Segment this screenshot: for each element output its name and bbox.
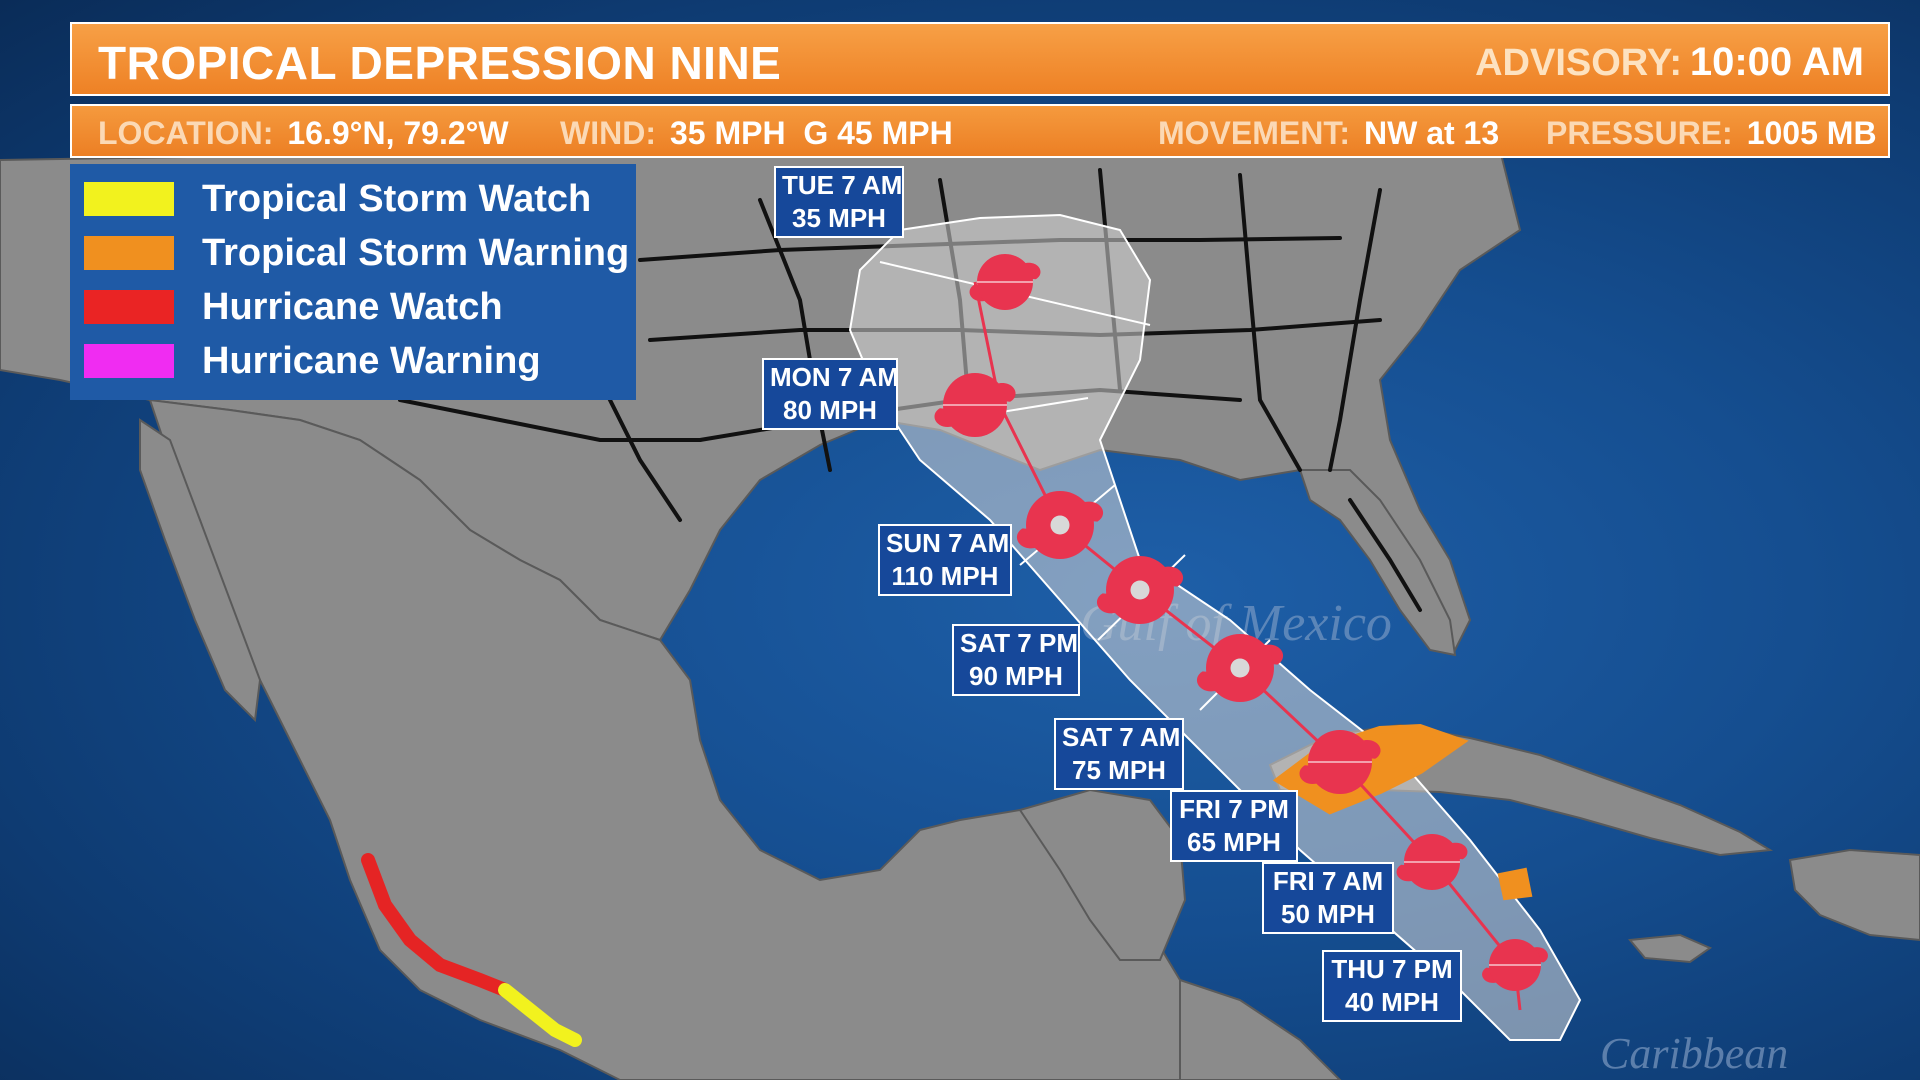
- advisory-label: ADVISORY:: [1475, 42, 1682, 84]
- land-florida: [1298, 469, 1457, 657]
- storm-symbols: [934, 254, 1548, 991]
- hurricane-symbol-icon: [1096, 556, 1184, 624]
- forecast-time: SUN 7 AM: [886, 528, 1010, 558]
- info-bar: LOCATION: 16.9°N, 79.2°W WIND: 35 MPH G 45…: [70, 104, 1890, 158]
- advisory-value: 10:00 AM: [1689, 40, 1864, 84]
- forecast-time: SAT 7 AM: [1062, 722, 1181, 752]
- forecast-time: FRI 7 AM: [1272, 866, 1384, 896]
- location-info: LOCATION: 16.9°N, 79.2°W: [98, 115, 509, 152]
- forecast-wind: 110 MPH: [891, 561, 999, 591]
- forecast-label-sun-7am: SUN 7 AM 110 MPH: [878, 524, 1012, 596]
- hurricane-symbol-icon: [1016, 491, 1104, 559]
- tropical-storm-warning-isle: [1497, 867, 1533, 901]
- forecast-time: FRI 7 PM: [1179, 794, 1289, 824]
- tropical-storm-watch-coast: [498, 983, 582, 1047]
- forecast-wind: 80 MPH: [783, 395, 877, 425]
- forecast-time: THU 7 PM: [1331, 954, 1453, 984]
- legend: Tropical Storm Watch Tropical Storm Warn…: [70, 164, 636, 400]
- forecast-label-tue-7am: TUE 7 AM 35 MPH: [774, 166, 904, 238]
- movement-label: MOVEMENT:: [1158, 115, 1350, 151]
- forecast-label-fri-7am: FRI 7 AM 50 MPH: [1262, 862, 1394, 934]
- forecast-wind: 35 MPH: [792, 203, 886, 233]
- pressure-info: PRESSURE: 1005 MB: [1546, 115, 1877, 152]
- hurricane-symbol-icon: [1196, 634, 1284, 702]
- wind-info: WIND: 35 MPH G 45 MPH: [560, 115, 953, 152]
- wind-value: 35 MPH G 45 MPH: [669, 115, 953, 151]
- title-bar: TROPICAL DEPRESSION NINE ADVISORY: 10:00…: [70, 22, 1890, 96]
- location-value: 16.9°N, 79.2°W: [287, 115, 509, 151]
- legend-label: Tropical Storm Warning: [202, 232, 630, 274]
- legend-swatch: [84, 290, 174, 324]
- land-jamaica: [1628, 933, 1713, 964]
- legend-swatch: [84, 236, 174, 270]
- tropical-storm-symbol-icon: [934, 373, 1016, 437]
- forecast-wind: 50 MPH: [1281, 899, 1375, 929]
- legend-label: Hurricane Warning: [202, 340, 541, 382]
- forecast-label-mon-7am: MON 7 AM 80 MPH: [762, 358, 900, 430]
- land-baja: [139, 418, 262, 723]
- location-label: LOCATION:: [98, 115, 274, 151]
- tropical-storm-symbol-icon: [1482, 939, 1548, 991]
- pressure-label: PRESSURE:: [1546, 115, 1733, 151]
- forecast-label-sat-7pm: SAT 7 PM 90 MPH: [952, 624, 1080, 696]
- forecast-label-fri-7pm: FRI 7 PM 65 MPH: [1170, 790, 1298, 862]
- forecast-time: MON 7 AM: [770, 362, 900, 392]
- legend-item-hurricane-watch: Hurricane Watch: [84, 284, 624, 330]
- legend-swatch: [84, 344, 174, 378]
- forecast-label-sat-7am: SAT 7 AM 75 MPH: [1054, 718, 1184, 790]
- forecast-wind: 40 MPH: [1345, 987, 1439, 1017]
- movement-info: MOVEMENT: NW at 13: [1158, 115, 1499, 152]
- legend-label: Hurricane Watch: [202, 286, 503, 328]
- forecast-wind: 90 MPH: [969, 661, 1063, 691]
- movement-value: NW at 13: [1364, 115, 1500, 151]
- legend-label: Tropical Storm Watch: [202, 178, 592, 220]
- tropical-storm-symbol-icon: [969, 254, 1041, 310]
- page-title: TROPICAL DEPRESSION NINE: [98, 37, 782, 89]
- pressure-value: 1005 MB: [1746, 115, 1877, 151]
- caribbean-label: Caribbean: [1600, 1029, 1788, 1078]
- legend-swatch: [84, 182, 174, 216]
- legend-item-tropical-storm-warning: Tropical Storm Warning: [84, 230, 629, 276]
- tropical-storm-symbol-icon: [1396, 834, 1468, 890]
- legend-item-tropical-storm-watch: Tropical Storm Watch: [84, 176, 624, 222]
- land-central-america: [1179, 978, 1342, 1080]
- land-hispaniola: [1788, 848, 1920, 942]
- hurricane-watch-coast: [361, 853, 512, 997]
- tropical-storm-symbol-icon: [1299, 730, 1381, 794]
- forecast-wind: 75 MPH: [1072, 755, 1166, 785]
- forecast-label-thu-7pm: THU 7 PM 40 MPH: [1322, 950, 1462, 1022]
- legend-item-hurricane-warning: Hurricane Warning: [84, 338, 624, 384]
- wind-label: WIND:: [560, 115, 656, 151]
- forecast-wind: 65 MPH: [1187, 827, 1281, 857]
- land-yucatan: [1018, 788, 1187, 961]
- forecast-time: TUE 7 AM: [782, 170, 903, 200]
- forecast-time: SAT 7 PM: [960, 628, 1078, 658]
